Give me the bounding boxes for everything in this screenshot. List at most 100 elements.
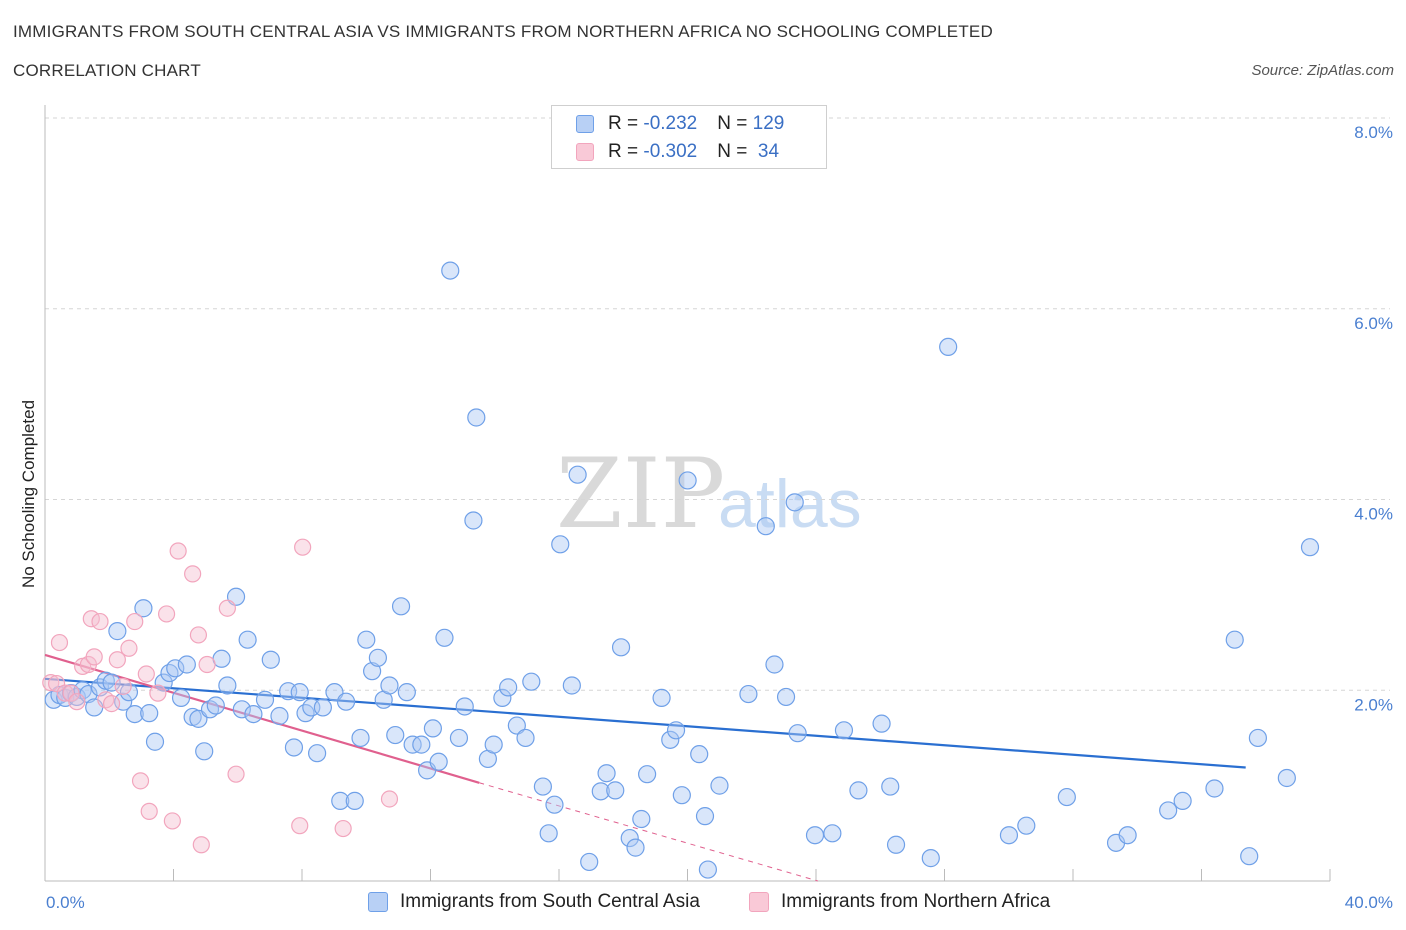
data-point-blue [739,684,758,704]
data-point-blue [591,782,610,801]
data-point-blue [626,838,645,857]
data-point-pink [108,651,126,669]
data-point-blue [834,721,854,740]
data-point-blue [467,408,486,427]
chart-title: IMMIGRANTS FROM SOUTH CENTRAL ASIA VS IM… [13,22,993,41]
data-point-pink [218,599,236,617]
data-point-blue [1118,826,1137,845]
legend-n-value: 129 [752,113,785,134]
data-point-pink [126,612,144,631]
data-point-blue [999,826,1019,845]
data-point-blue [166,659,185,678]
data-point-blue [872,714,891,733]
data-point-pink [227,765,245,783]
y-tick-labels: 2.0% 4.0% 6.0% 8.0% [1354,123,1393,714]
data-point-blue [290,683,309,702]
watermark-atlas: atlas [718,466,862,542]
data-point-blue [261,650,280,669]
data-point-pink [68,693,86,711]
data-point-blue [423,719,442,738]
data-point-pink [47,674,66,693]
legend-row-pink: R = -0.302 N = 34 [576,140,779,164]
trend-line-blue [44,677,1246,769]
data-point-blue [805,826,825,845]
bottom-legend-swatch-blue [368,892,388,912]
data-point-pink [140,802,158,820]
data-point-blue [206,696,225,715]
data-point-blue [672,786,691,805]
data-point-blue [380,676,399,695]
data-point-blue [620,828,639,848]
data-point-pink [131,772,150,790]
legend-n-label: N = [717,113,753,134]
data-point-blue [345,791,364,810]
data-point-blue [1277,768,1296,788]
data-point-blue [177,655,196,674]
data-point-blue [1159,801,1178,820]
data-point-blue [102,673,121,692]
bottom-legend-label-pink: Immigrants from Northern Africa [781,891,1051,912]
y-tick-label: 2.0% [1354,695,1393,714]
data-point-blue [313,698,332,717]
data-point-blue [652,688,671,707]
data-point-blue [140,704,159,723]
data-point-blue [244,704,263,724]
legend-r-label: R = [608,141,644,162]
data-point-pink [157,605,176,623]
data-point-blue [493,688,512,707]
data-point-blue [1248,728,1267,748]
data-point-blue [1173,791,1192,810]
x-tick-label-min: 0.0% [46,893,85,912]
data-point-blue [533,777,552,796]
data-point-blue [788,724,807,743]
data-point-blue [308,744,327,763]
data-point-blue [134,599,153,618]
data-point-blue [580,852,599,872]
x-tick-label-max: 40.0% [1345,893,1393,912]
data-point-pink [102,695,121,713]
data-point-blue [710,776,729,795]
data-point-blue [154,673,173,692]
data-point-blue [507,716,526,735]
data-point-blue [1017,816,1036,835]
data-point-blue [160,663,179,683]
data-point-blue [522,672,541,691]
data-point-blue [449,728,469,748]
legend-row-blue: R = -0.232 N = 129 [576,112,784,136]
bottom-legend-series1: Immigrants from South Central Asia [368,889,700,915]
legend-r-label: R = [608,113,644,134]
data-point-blue [1225,630,1244,649]
data-point-blue [429,752,448,771]
data-point-blue [238,630,257,649]
data-point-pink [91,612,109,631]
legend-n-label: N = [717,141,753,162]
data-point-blue [545,795,564,814]
data-point-blue [125,704,144,724]
series-northern-africa [42,538,399,854]
data-point-pink [380,790,399,808]
data-point-blue [145,732,165,751]
data-point-pink [62,684,80,702]
legend-r-value: -0.302 [643,141,698,162]
data-point-blue [562,676,581,695]
correlation-legend: R = -0.232 N = 129 R = -0.302 N = 34 [551,105,827,169]
legend-swatch-pink [576,143,594,161]
data-point-blue [597,764,616,783]
data-point-pink [85,648,103,666]
data-point-blue [171,688,191,707]
data-point-blue [632,809,651,829]
gridlines [45,117,1390,691]
data-point-pink [294,538,312,556]
data-point-blue [357,630,376,649]
data-point-pink [114,677,132,696]
source-label: Source: ZipAtlas.com [1251,62,1394,79]
data-point-blue [921,849,940,868]
data-point-blue [611,638,631,657]
data-point-blue [1057,787,1076,807]
data-point-blue [516,728,535,748]
data-point-blue [666,721,686,740]
data-point-blue [765,655,784,674]
data-point-blue [1240,847,1259,866]
bottom-legend-label-blue: Immigrants from South Central Asia [400,891,700,912]
